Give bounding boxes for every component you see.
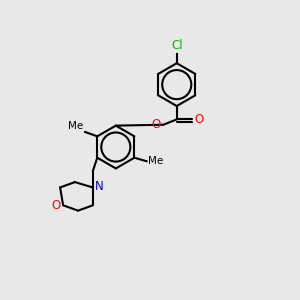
Text: O: O	[51, 200, 60, 212]
Text: O: O	[152, 118, 161, 130]
Text: Me: Me	[148, 156, 164, 166]
Text: O: O	[194, 113, 203, 126]
Text: Me: Me	[68, 121, 83, 131]
Text: Cl: Cl	[171, 39, 183, 52]
Text: N: N	[95, 180, 104, 194]
